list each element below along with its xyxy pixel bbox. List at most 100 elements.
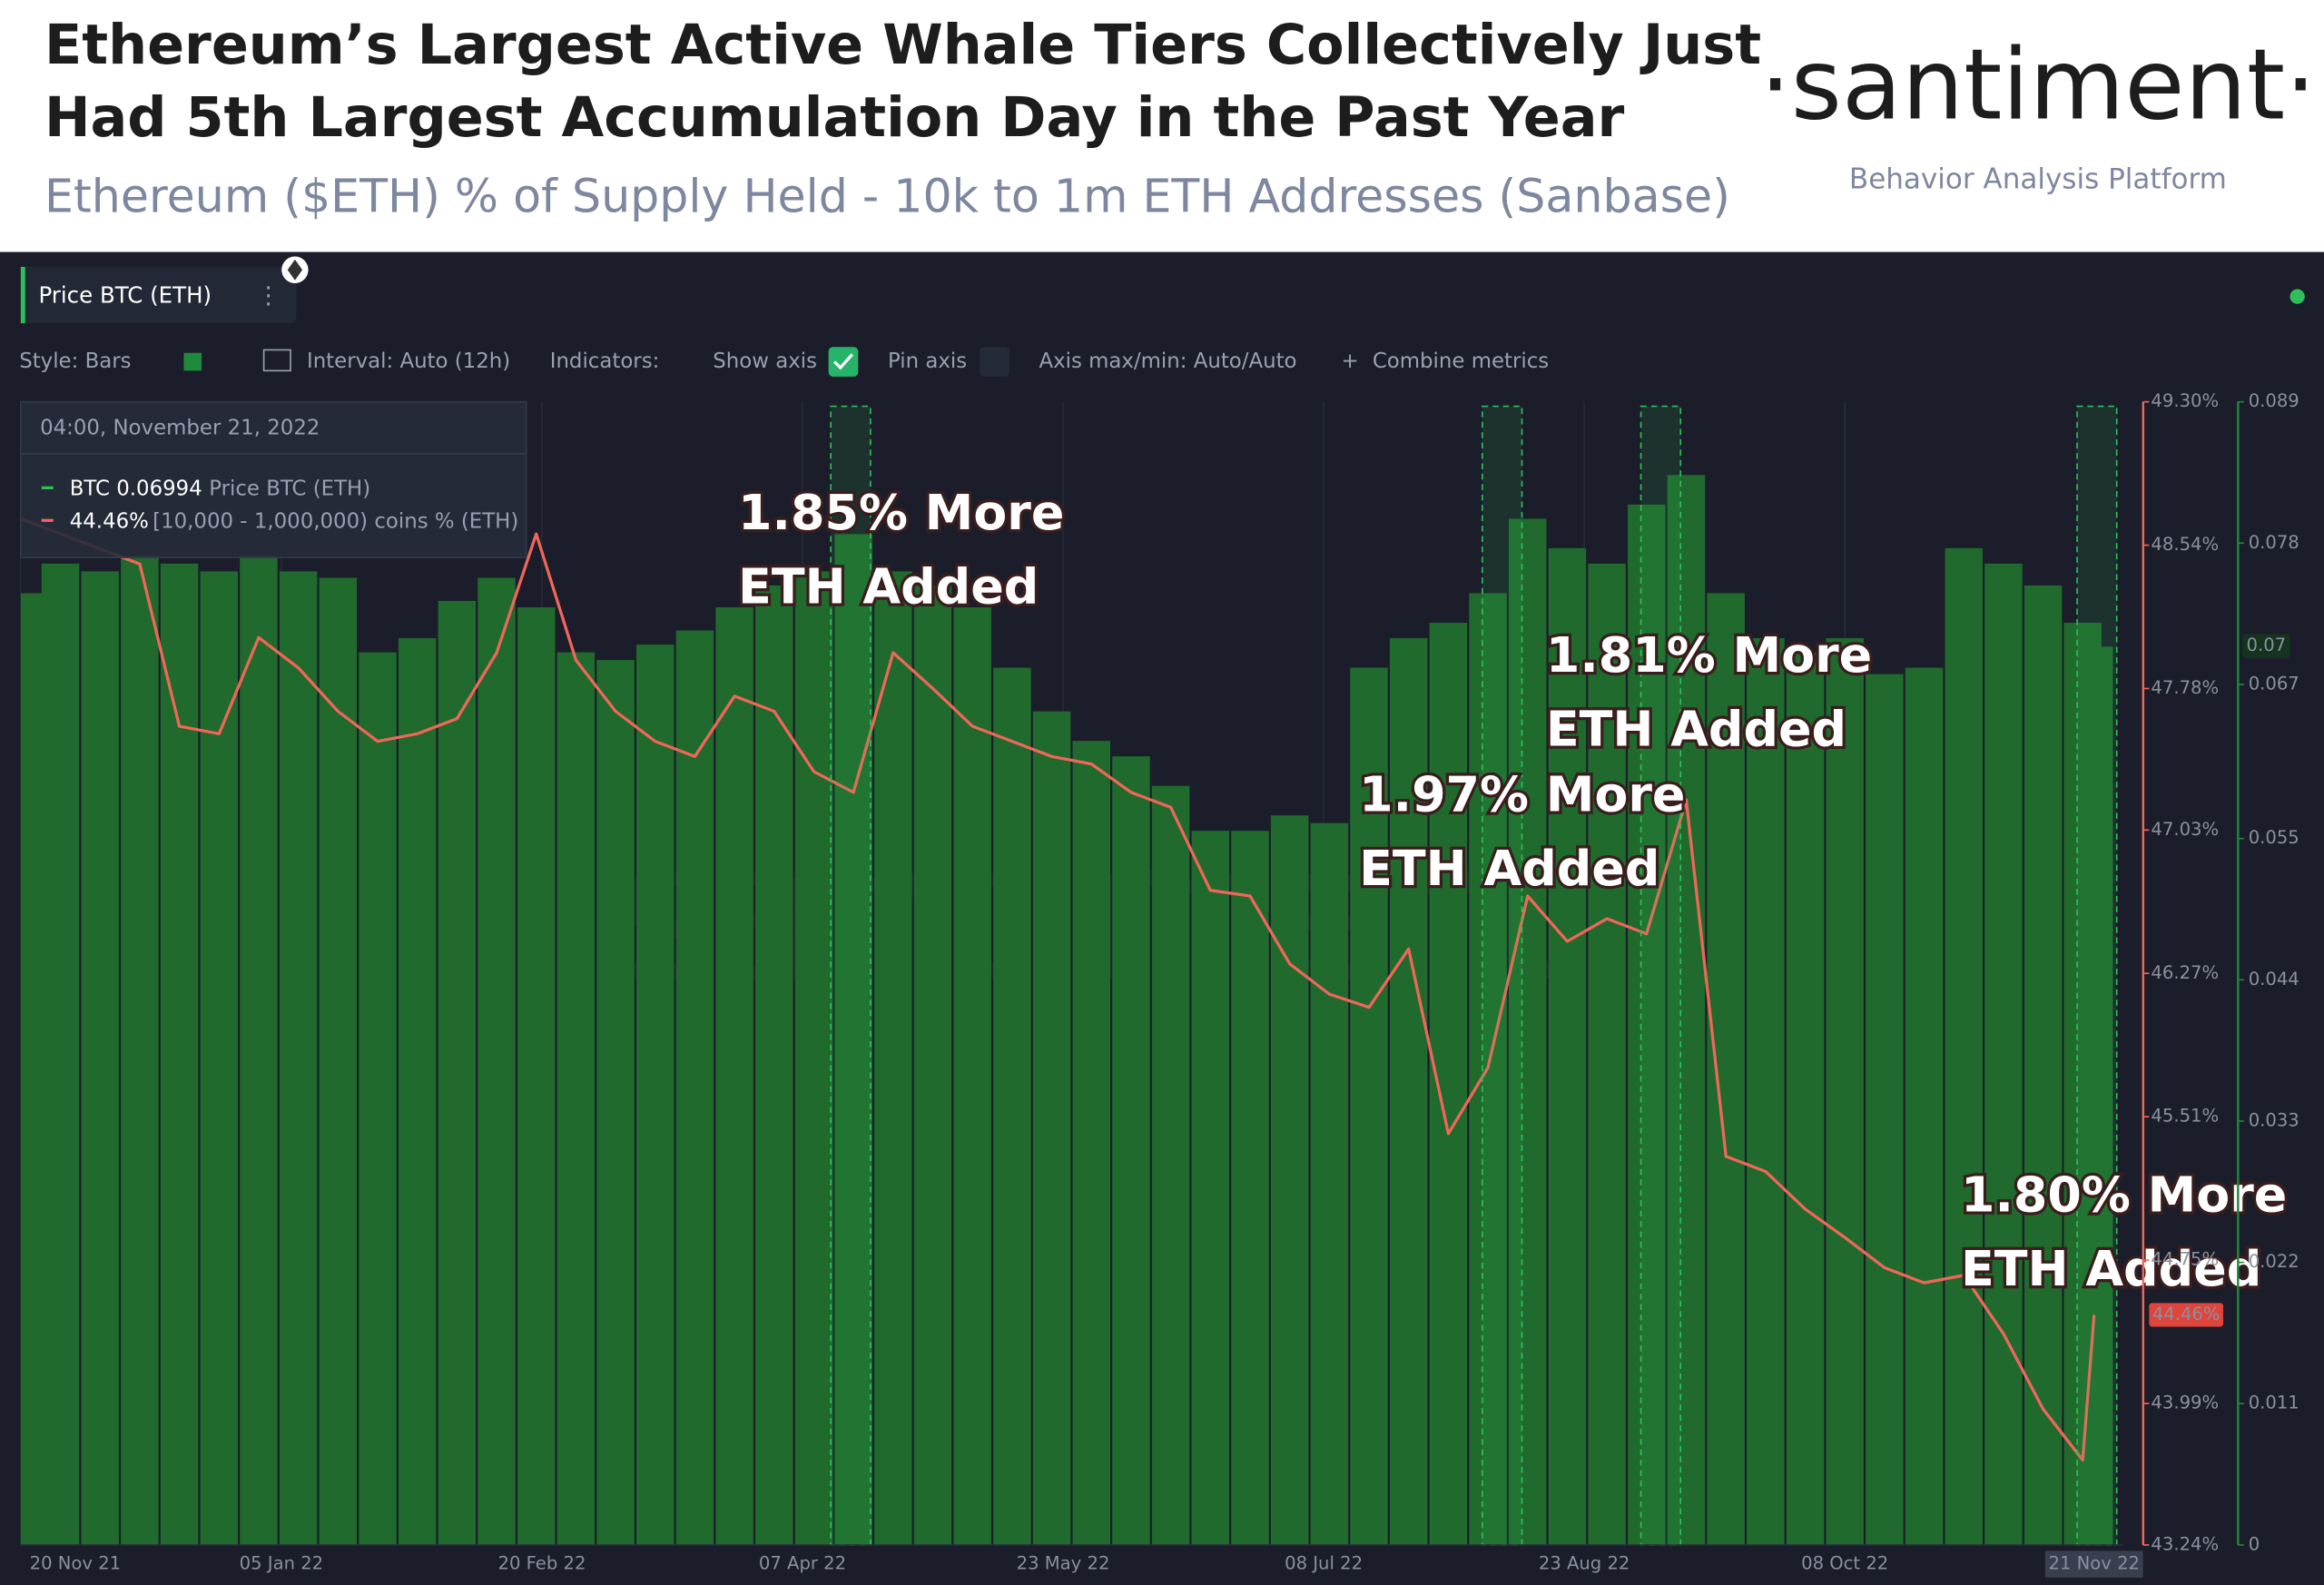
- bar: [121, 556, 159, 1545]
- y-tick-label: 43.99%: [2151, 1393, 2219, 1413]
- color-select[interactable]: [183, 352, 202, 371]
- bar: [240, 556, 278, 1545]
- tooltip-value: 44.46%: [70, 509, 149, 533]
- y2-tick-label: 0.089: [2249, 390, 2299, 411]
- x-tick-highlight: [2044, 1551, 2143, 1578]
- bar: [1191, 831, 1230, 1545]
- bar: [160, 563, 199, 1545]
- value-badge: [2242, 634, 2290, 658]
- bar: [398, 637, 437, 1545]
- bar: [478, 577, 516, 1545]
- status-dot: [2290, 289, 2305, 304]
- tooltip: 04:00, November 21, 2022 BTC 0.06994 Pri…: [20, 400, 527, 558]
- y2-tick-label: 0.078: [2249, 532, 2299, 553]
- bar: [1072, 741, 1110, 1545]
- interval-icon: [262, 349, 291, 372]
- x-tick-label: 21 Nov 22: [2049, 1553, 2140, 1574]
- y2-tick-label: 0.011: [2249, 1393, 2299, 1413]
- bar: [1270, 815, 1309, 1545]
- bar: [794, 571, 833, 1545]
- bar: [596, 660, 635, 1545]
- x-tick-label: 07 Apr 22: [759, 1553, 846, 1574]
- bar: [1151, 785, 1190, 1545]
- tooltip-bg: [20, 400, 527, 558]
- x-tick-label: 20 Nov 21: [30, 1553, 121, 1574]
- annotation: 1.85% More: [738, 484, 1064, 541]
- x-tick-label: 23 Aug 22: [1539, 1553, 1630, 1574]
- y-tick-label: 44.75%: [2151, 1249, 2219, 1270]
- metric-chip-marker: [20, 266, 25, 324]
- annotation: 1.80% More: [1961, 1166, 2287, 1223]
- bar: [359, 652, 397, 1545]
- bar: [1667, 475, 1706, 1545]
- brand: ·santiment·: [1759, 29, 2316, 143]
- y-tick-label: 45.51%: [2151, 1106, 2219, 1127]
- bar: [1945, 547, 1983, 1545]
- bar: [1786, 652, 1825, 1545]
- metric-chip[interactable]: [20, 266, 297, 324]
- pin-axis-toggle[interactable]: Pin axis: [888, 349, 967, 373]
- value-badge-label: 44.46%: [2152, 1304, 2221, 1324]
- bar: [1112, 756, 1150, 1545]
- interval-select[interactable]: Interval: Auto (12h): [307, 349, 510, 373]
- indicators-select[interactable]: Indicators:: [550, 349, 660, 373]
- bar: [2075, 646, 2113, 1545]
- bar: [1508, 518, 1547, 1545]
- annotation: ETH Added: [1359, 840, 1659, 897]
- y2-tick-label: 0: [2249, 1533, 2260, 1554]
- bar: [834, 534, 872, 1545]
- bar: [874, 571, 912, 1545]
- bar: [279, 571, 318, 1545]
- tooltip-series: Price BTC (ETH): [209, 477, 370, 500]
- x-tick-label: 05 Jan 22: [240, 1553, 323, 1574]
- pin-axis-checkbox[interactable]: [980, 347, 1009, 377]
- axis-range-select[interactable]: Axis max/min: Auto/Auto: [1039, 349, 1296, 373]
- combine-metrics[interactable]: Combine metrics: [1373, 349, 1549, 373]
- bar: [1826, 637, 1864, 1545]
- eth-icon-shape: [287, 259, 303, 281]
- check-mark: [833, 353, 853, 370]
- bar: [755, 585, 793, 1545]
- style-select[interactable]: Style: Bars: [19, 349, 131, 373]
- y2-tick-label: 0.033: [2249, 1109, 2299, 1130]
- bar: [953, 607, 991, 1545]
- annotation: ETH Added: [738, 558, 1039, 615]
- bar: [1905, 667, 1944, 1545]
- y2-tick-label: 0.055: [2249, 827, 2299, 848]
- menu-icon[interactable]: ⋮: [256, 282, 280, 310]
- x-tick-label: 08 Oct 22: [1801, 1553, 1888, 1574]
- y-tick-label: 48.54%: [2151, 534, 2219, 555]
- tooltip-time: 04:00, November 21, 2022: [40, 417, 320, 440]
- tooltip-series: [10,000 - 1,000,000) coins % (ETH): [153, 509, 518, 533]
- subtitle: Ethereum ($ETH) % of Supply Held - 10k t…: [44, 170, 1730, 223]
- x-tick-label: 08 Jul 22: [1285, 1553, 1363, 1574]
- tooltip-swatch: [41, 518, 54, 522]
- title: Ethereum’s Largest Active Whale Tiers Co…: [44, 14, 1761, 77]
- bar: [1984, 563, 2023, 1545]
- tooltip-value: BTC 0.06994: [70, 477, 202, 500]
- bar: [1866, 674, 1904, 1545]
- bar: [1628, 504, 1666, 1545]
- bar: [1389, 637, 1428, 1545]
- bar: [438, 600, 477, 1545]
- tooltip-swatch: [41, 486, 54, 489]
- y2-tick-label: 0.067: [2249, 673, 2299, 694]
- bar: [1707, 593, 1745, 1545]
- bar: [913, 585, 952, 1545]
- metric-name[interactable]: Price BTC (ETH): [38, 282, 212, 309]
- show-axis-toggle[interactable]: Show axis: [713, 349, 817, 373]
- highlight-range: [830, 405, 872, 1546]
- y2-tick-label: 0.044: [2249, 969, 2299, 989]
- highlight-range: [1482, 405, 1523, 1546]
- bar: [1310, 822, 1349, 1545]
- bar: [993, 667, 1031, 1545]
- line: [20, 517, 2096, 1462]
- show-axis-checkbox[interactable]: [828, 347, 859, 377]
- bar: [715, 607, 753, 1545]
- title: Had 5th Largest Accumulation Day in the …: [44, 86, 1624, 150]
- annotation: ETH Added: [1961, 1240, 2261, 1297]
- bar: [1032, 711, 1071, 1545]
